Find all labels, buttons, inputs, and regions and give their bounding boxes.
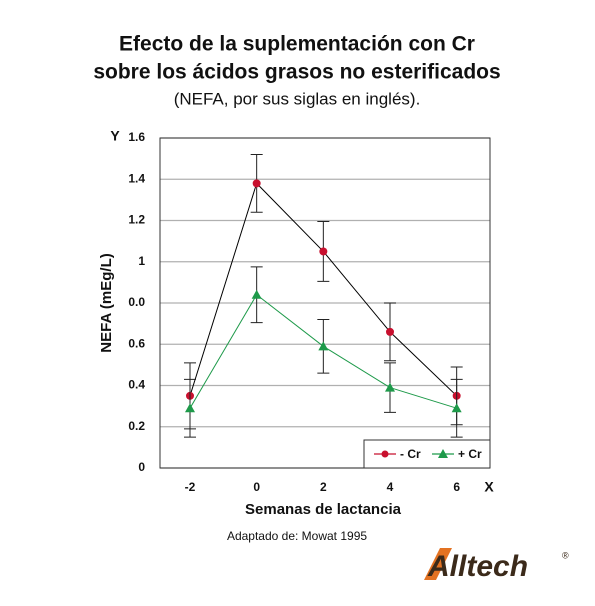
plot-frame bbox=[159, 137, 491, 469]
chart-title: sobre los ácidos grasos no esterificados bbox=[93, 61, 500, 84]
legend-marker bbox=[438, 449, 448, 458]
logo: Alltech bbox=[427, 550, 528, 583]
legend-label: - Cr bbox=[400, 447, 421, 461]
x-axis-label: Semanas de lactancia bbox=[245, 501, 402, 518]
y-tick-label: 1.4 bbox=[128, 171, 145, 185]
legend-marker bbox=[381, 450, 389, 458]
chart-subtitle: (NEFA, por sus siglas en inglés). bbox=[174, 89, 421, 108]
point bbox=[185, 403, 195, 413]
x-axis-letter: X bbox=[484, 479, 494, 495]
y-tick-label: 0.2 bbox=[128, 419, 145, 433]
y-axis-label: NEFA (mEg/L) bbox=[98, 253, 115, 352]
point bbox=[451, 403, 462, 413]
y-tick-label: 0.4 bbox=[128, 378, 145, 392]
x-tick-label: 6 bbox=[453, 480, 460, 494]
point bbox=[386, 327, 394, 336]
x-tick-label: 0 bbox=[253, 480, 260, 494]
chart-title: Efecto de la suplementación con Cr bbox=[119, 33, 475, 56]
source-note: Adaptado de: Mowat 1995 bbox=[227, 529, 367, 543]
point bbox=[319, 247, 328, 256]
x-tick-label: -2 bbox=[185, 480, 196, 494]
x-tick-label: 2 bbox=[320, 480, 327, 494]
logo-accent bbox=[424, 548, 452, 580]
y-tick-label: 0 bbox=[138, 460, 145, 474]
point bbox=[318, 341, 329, 351]
x-tick-label: 4 bbox=[387, 480, 394, 494]
y-tick-label: 1 bbox=[138, 254, 145, 268]
y-tick-label: 0.6 bbox=[128, 336, 145, 350]
point bbox=[251, 289, 262, 299]
y-axis-letter: Y bbox=[110, 128, 120, 144]
point bbox=[385, 382, 395, 392]
y-tick-label: 1.6 bbox=[128, 130, 145, 144]
logo-mark: ® bbox=[562, 550, 569, 560]
point bbox=[252, 179, 261, 188]
y-tick-label: 1.2 bbox=[128, 213, 145, 227]
legend-label: + Cr bbox=[458, 447, 482, 461]
y-tick-label: 0.0 bbox=[128, 295, 145, 309]
